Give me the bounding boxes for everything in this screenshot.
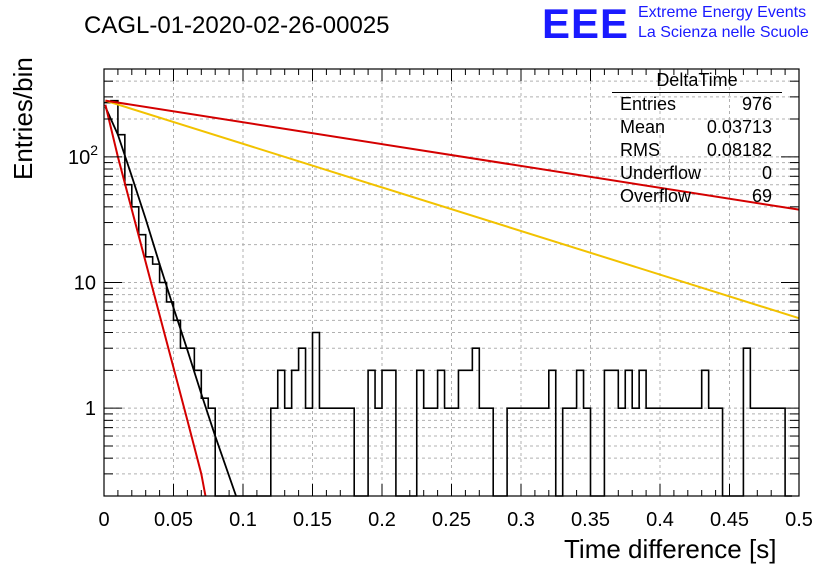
- stats-value: 0.03713: [706, 117, 772, 137]
- x-tick-label: 0.4: [646, 509, 674, 531]
- stats-divider: [612, 92, 782, 93]
- stats-key: Mean: [620, 117, 666, 137]
- stats-value: 69: [751, 186, 772, 206]
- x-tick-label: 0.45: [710, 509, 749, 531]
- axis-ticks: [103, 68, 800, 497]
- logo-line-2: La Scienza nelle Scuole: [638, 24, 809, 41]
- stats-value: 976: [741, 94, 772, 114]
- fit-curve-yellow: [105, 99, 800, 320]
- stats-key: Overflow: [620, 186, 692, 206]
- fit-curves: [104, 99, 800, 497]
- histogram-steps: [104, 99, 793, 497]
- x-tick-label: 0.3: [507, 509, 535, 531]
- x-tick-label: 0.15: [293, 509, 332, 531]
- logo-mark: EEE: [542, 0, 630, 47]
- stats-key: RMS: [620, 140, 660, 160]
- fit-curve-red-steep: [104, 104, 207, 497]
- x-tick-label: 0: [98, 509, 109, 531]
- x-tick-label: 0.05: [154, 509, 193, 531]
- y-tick-labels: 1 10 102: [68, 142, 98, 420]
- y-tick-label: 102: [68, 142, 98, 169]
- y-axis-label: Entries/bin: [8, 57, 38, 180]
- x-tick-label: 0.2: [368, 509, 396, 531]
- stats-value: 0.08182: [706, 140, 772, 160]
- fit-curve-black: [104, 106, 237, 497]
- stats-key: Underflow: [620, 163, 702, 183]
- y-tick-label: 10: [74, 273, 96, 295]
- x-tick-labels: 0 0.05 0.1 0.15 0.2 0.25 0.3 0.35 0.4 0.45 0.5: [98, 509, 812, 531]
- chart-title: CAGL-01-2020-02-26-00025: [84, 12, 390, 39]
- fit-curve-red-shallow: [105, 99, 800, 211]
- x-tick-label: 0.35: [571, 509, 610, 531]
- stats-value: 0: [761, 163, 772, 183]
- x-tick-label: 0.1: [229, 509, 257, 531]
- eee-logo: EEE Extreme Energy Events La Scienza nel…: [542, 2, 832, 46]
- x-axis-label: Time difference [s]: [564, 534, 777, 564]
- stats-box: DeltaTime Entries 976 Mean 0.03713 RMS 0…: [612, 70, 782, 210]
- histogram: [104, 99, 793, 497]
- y-tick-label: 1: [85, 398, 96, 420]
- x-tick-label: 0.5: [785, 509, 813, 531]
- stats-title: DeltaTime: [656, 70, 738, 90]
- y-axis-label-wrap: Entries/bin: [8, 57, 40, 190]
- logo-line-1: Extreme Energy Events: [638, 4, 807, 21]
- x-tick-label: 0.25: [432, 509, 471, 531]
- stats-key: Entries: [620, 94, 677, 114]
